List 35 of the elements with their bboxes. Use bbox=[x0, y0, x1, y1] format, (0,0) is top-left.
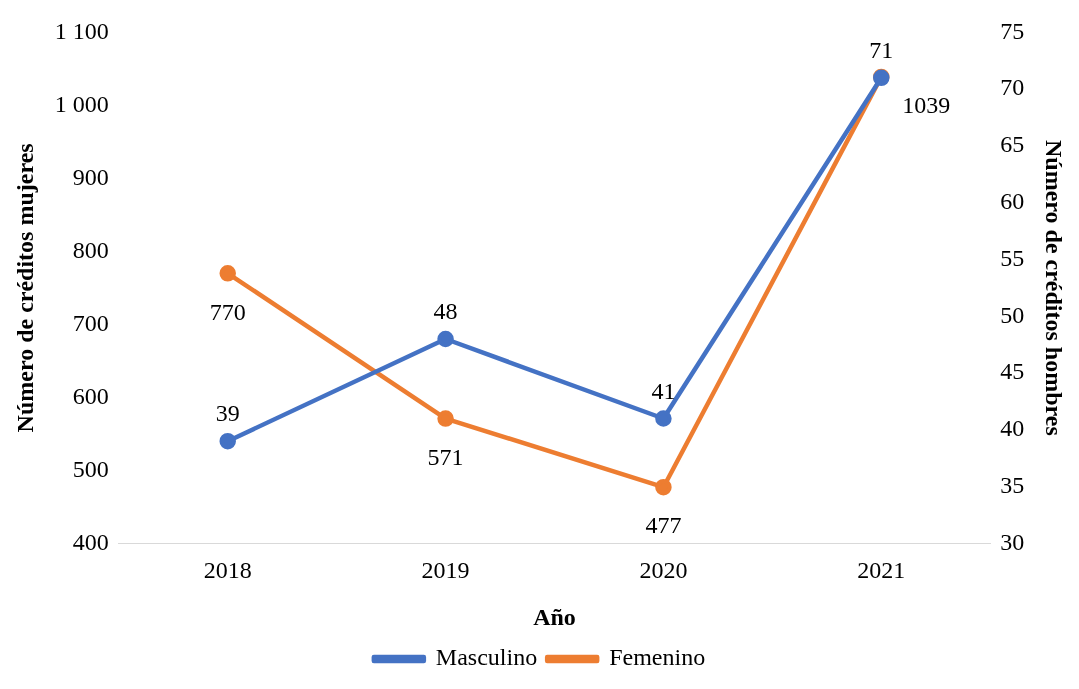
y2-tick-label: 60 bbox=[1000, 188, 1025, 215]
y-tick-label: 1 000 bbox=[54, 90, 109, 117]
y2-tick-label: 45 bbox=[1000, 358, 1025, 385]
y2-tick-label: 65 bbox=[1000, 131, 1025, 158]
x-tick-label: 2021 bbox=[857, 557, 906, 584]
y-tick-label: 700 bbox=[72, 309, 109, 336]
y-tick-label: 500 bbox=[72, 455, 109, 482]
data-label: 41 bbox=[651, 377, 676, 404]
y2-tick-label: 55 bbox=[1000, 244, 1025, 271]
y-axis-title: Número de créditos mujeres bbox=[11, 143, 38, 433]
data-label: 48 bbox=[433, 298, 458, 325]
data-label: 71 bbox=[869, 37, 894, 64]
x-axis-title: Año bbox=[533, 603, 576, 630]
legend-label: Femenino bbox=[609, 644, 706, 671]
y2-tick-label: 75 bbox=[1000, 17, 1025, 44]
y2-axis-title: Número de créditos hombres bbox=[1041, 140, 1068, 436]
y2-tick-label: 30 bbox=[1000, 528, 1025, 555]
data-label: 477 bbox=[645, 512, 682, 539]
y-tick-label: 800 bbox=[72, 236, 109, 263]
data-label: 770 bbox=[209, 298, 246, 325]
y-tick-label: 1 100 bbox=[54, 17, 109, 44]
y2-tick-label: 50 bbox=[1000, 301, 1025, 328]
y2-tick-label: 70 bbox=[1000, 74, 1025, 101]
x-tick-label: 2018 bbox=[203, 557, 252, 584]
legend-label: Masculino bbox=[435, 644, 538, 671]
data-label: 39 bbox=[215, 400, 240, 427]
x-tick-label: 2020 bbox=[639, 557, 688, 584]
y2-tick-label: 40 bbox=[1000, 415, 1025, 442]
y-tick-label: 400 bbox=[72, 528, 109, 555]
data-label: 571 bbox=[427, 443, 464, 470]
y2-tick-label: 35 bbox=[1000, 471, 1025, 498]
data-label: 1039 bbox=[902, 92, 951, 119]
x-tick-label: 2019 bbox=[421, 557, 470, 584]
y-tick-label: 900 bbox=[72, 163, 109, 190]
y-tick-label: 600 bbox=[72, 382, 109, 409]
